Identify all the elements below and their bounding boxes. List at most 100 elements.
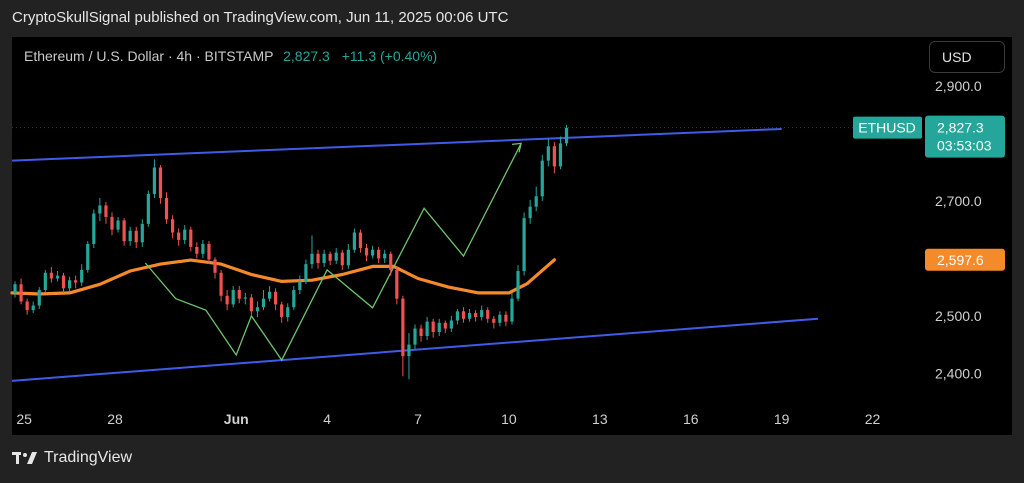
candle-body [467, 313, 472, 319]
x-tick-label: 13 [592, 411, 608, 427]
symbol-title: Ethereum / U.S. Dollar · 4h · BITSTAMP [24, 48, 274, 64]
candle-body [67, 280, 72, 289]
candle-body [280, 304, 284, 318]
candle-body [231, 290, 235, 305]
tradingview-logo-icon [12, 452, 37, 464]
candle-body [255, 307, 260, 312]
candle-body [183, 229, 187, 240]
candle-body [164, 198, 169, 220]
candle-body [13, 284, 17, 293]
candle-body [370, 249, 375, 256]
candle-body [437, 322, 441, 332]
candle-body [546, 146, 550, 161]
brand-name: TradingView [44, 449, 133, 466]
candle-body [25, 301, 29, 311]
y-tick-label: 2,700.0 [935, 193, 982, 209]
candle-body [207, 244, 211, 260]
candle-body [43, 272, 47, 290]
published-by-line: CryptoSkullSignal published on TradingVi… [12, 9, 509, 26]
candle-body [286, 307, 290, 318]
candle-body [413, 328, 417, 345]
projection-path [144, 142, 522, 362]
candle-body [534, 196, 538, 207]
candle-body [486, 310, 490, 319]
candle-body [334, 252, 338, 261]
candle-body [122, 220, 126, 242]
projection-arrowhead [511, 142, 522, 153]
candle-body [177, 232, 181, 240]
candle-body [128, 230, 132, 242]
candle-body [443, 322, 447, 329]
candle-body [310, 253, 314, 265]
candle-body [292, 290, 296, 308]
x-tick-label: 28 [107, 411, 123, 427]
candle-body [170, 219, 175, 233]
candle-body [474, 313, 478, 318]
candle-body [80, 269, 84, 283]
candle-body [189, 229, 193, 247]
candle-body [425, 321, 429, 336]
candle-body [201, 244, 205, 254]
symbol-tag-bg [853, 116, 922, 139]
candle-body [304, 264, 308, 282]
candle-body [346, 249, 350, 266]
candle-body [461, 311, 466, 319]
channel-lower-line [11, 317, 819, 382]
x-tick-label: 10 [501, 411, 517, 427]
candle-body [61, 275, 66, 289]
candle-body [158, 167, 163, 198]
candle-body [213, 259, 217, 273]
last-price-tag-value: 2,827.3 [937, 120, 984, 136]
candle-body [249, 297, 253, 312]
candle-body [92, 213, 96, 244]
candle-body [74, 280, 78, 283]
currency-button[interactable]: USD [929, 41, 1005, 73]
x-tick-label: 19 [774, 411, 790, 427]
candle-body [407, 344, 411, 357]
x-tick-label: 25 [16, 411, 32, 427]
last-price-tag-bg [925, 115, 1005, 158]
price-tags: ETHUSD 2,827.3 03:53:03 2,597.6 [853, 115, 1005, 271]
candle-body [298, 281, 302, 290]
candle-body [274, 291, 278, 305]
y-axis-labels: 2,900.0 2,700.0 2,500.0 2,400.0 [935, 78, 982, 382]
candle-body [480, 310, 484, 318]
x-axis-labels: 25 28 Jun 4 7 10 13 16 19 22 [16, 411, 880, 427]
candle-body [492, 318, 496, 323]
candle-body [37, 290, 41, 306]
candle-body [431, 321, 435, 332]
candle-body [377, 249, 381, 259]
x-tick-label: 22 [865, 411, 881, 427]
ma-tag-value: 2,597.6 [937, 252, 984, 268]
symbol-tag-label: ETHUSD [858, 120, 916, 136]
candle-body [140, 223, 144, 243]
candle-body [110, 216, 114, 230]
candle-body [352, 232, 357, 250]
symbol-header: Ethereum / U.S. Dollar · 4h · BITSTAMP 2… [24, 48, 437, 64]
y-tick-label: 2,500.0 [935, 308, 982, 324]
candle-body [19, 284, 23, 302]
candle-body [516, 271, 520, 299]
candle-body [389, 253, 393, 270]
x-tick-label: 4 [323, 411, 331, 427]
candle-body [504, 314, 508, 322]
candle-body [134, 230, 138, 243]
tradingview-brand: TradingView [12, 449, 132, 467]
candle-body [328, 253, 332, 261]
candle-body [146, 193, 150, 224]
channel-upper-line [11, 128, 782, 162]
candle-body [528, 206, 532, 219]
candle-body [498, 314, 502, 323]
x-tick-label: 16 [683, 411, 699, 427]
ma-tag-bg [925, 248, 1005, 271]
candle-body [98, 205, 102, 214]
price-change: +11.3 (+0.40%) [341, 48, 438, 64]
candle-body [104, 205, 108, 217]
countdown-label: 03:53:03 [937, 138, 992, 154]
x-tick-label: 7 [414, 411, 422, 427]
candle-body [225, 295, 229, 305]
candle-body [564, 127, 569, 144]
candle-body [358, 232, 363, 249]
moving-average-line [10, 258, 557, 296]
